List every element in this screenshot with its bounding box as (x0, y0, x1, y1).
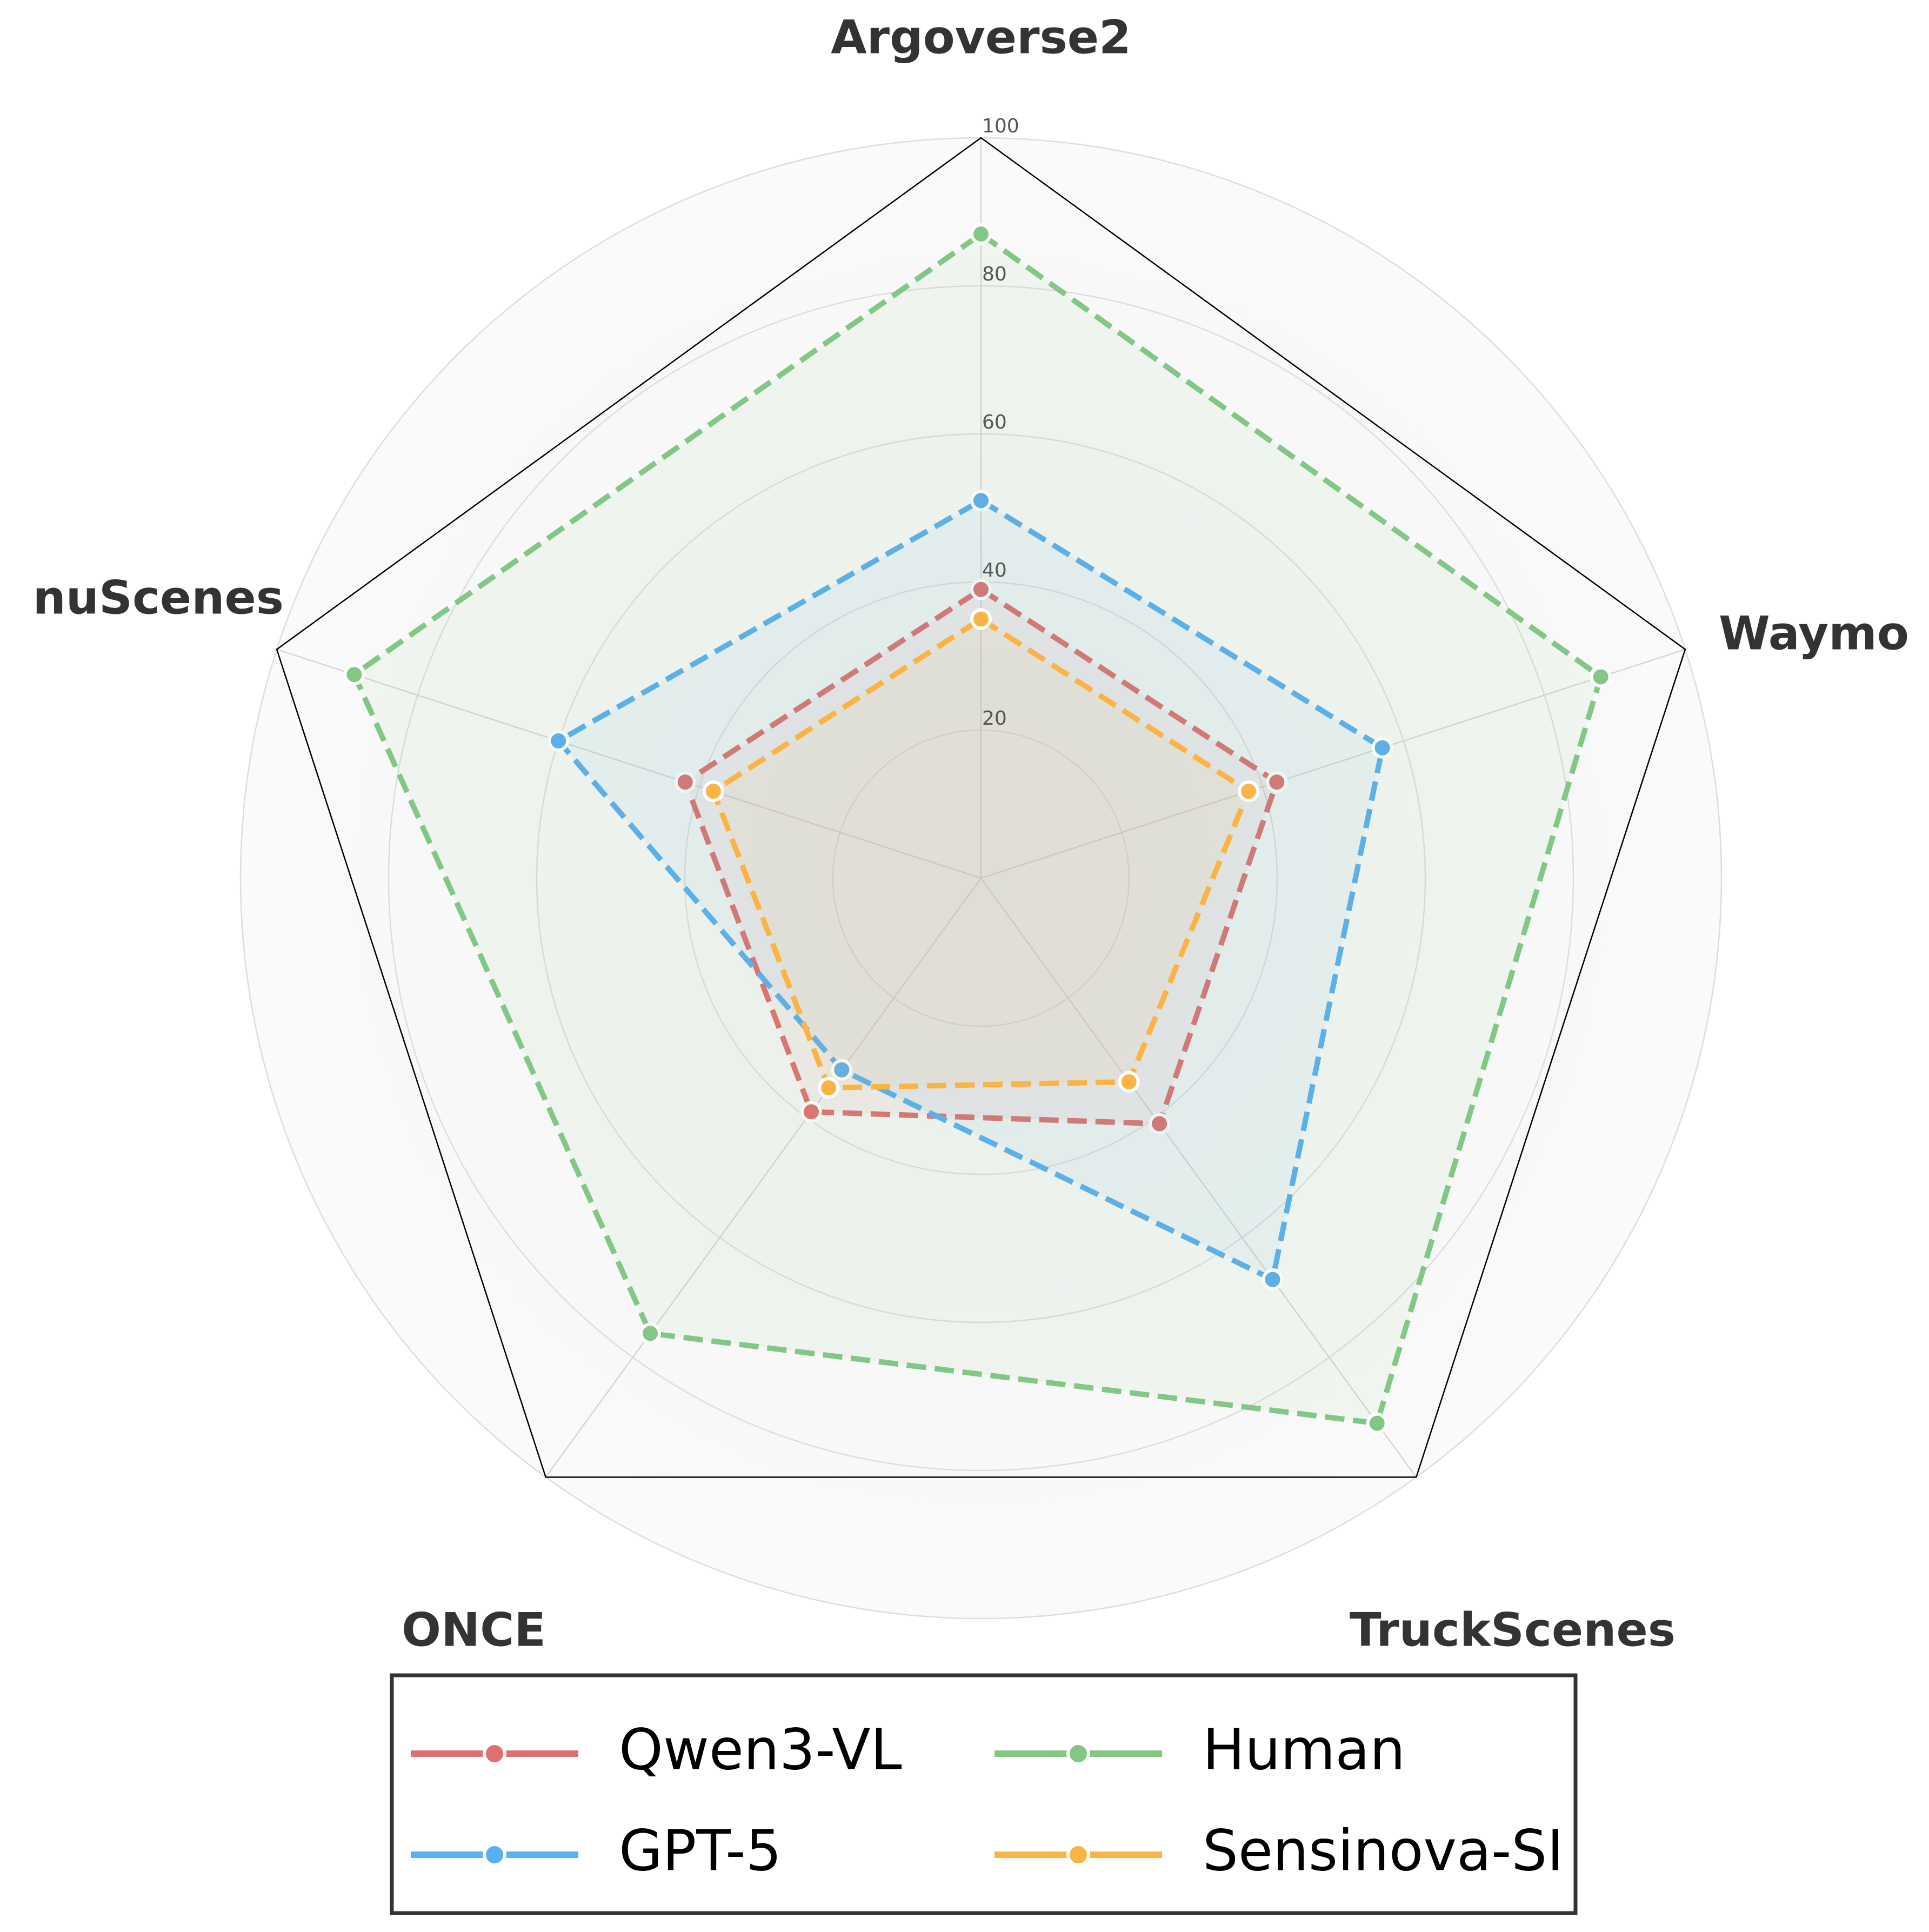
category-label-nuscenes: nuScenes (33, 571, 284, 625)
data-point (970, 608, 992, 630)
series-qwen3-vl (674, 578, 1288, 1135)
data-point (970, 578, 992, 600)
data-point (1266, 771, 1288, 793)
series-fill (713, 619, 1249, 1088)
radial-tick-label: 20 (982, 707, 1007, 730)
legend-box (390, 1673, 1578, 1915)
data-point (1371, 737, 1393, 759)
spoke-line (545, 878, 982, 1478)
series-line (682, 586, 1280, 1127)
spoke-line (980, 878, 1417, 1478)
data-point (674, 771, 696, 793)
radial-tick-label: 80 (982, 263, 1007, 285)
legend-swatch-marker (483, 1742, 506, 1766)
data-point (800, 1101, 822, 1123)
series-line (710, 616, 1252, 1091)
spoke-line (980, 649, 1686, 879)
category-label-truckscenes: TruckScenes (1350, 1603, 1676, 1657)
category-label-once: ONCE (402, 1603, 546, 1657)
legend-swatch-marker (1066, 1843, 1090, 1867)
data-point (702, 780, 724, 803)
data-point (1118, 1071, 1140, 1093)
grid (239, 137, 1723, 1620)
series-sensinova-si (702, 608, 1260, 1099)
legend-item-human: Human (994, 1716, 1405, 1782)
series-line (556, 498, 1385, 1282)
data-point (831, 1059, 853, 1081)
legend-label: GPT-5 (619, 1817, 782, 1883)
data-point (1366, 1412, 1388, 1434)
data-point (970, 223, 992, 245)
radial-tick-label: 40 (982, 559, 1007, 581)
legend-item-qwen3-vl: Qwen3-VL (411, 1716, 902, 1782)
data-point (1590, 666, 1612, 688)
series-layer (343, 223, 1612, 1434)
radial-tick-label: 60 (982, 411, 1007, 433)
legend-label: Sensinova-SI (1203, 1817, 1564, 1883)
legend-swatch-marker (1066, 1742, 1090, 1766)
legend-swatch-marker (483, 1843, 506, 1867)
outer-frame (276, 137, 1686, 1478)
series-gpt-5 (548, 490, 1393, 1291)
legend-label: Qwen3-VL (619, 1716, 902, 1782)
data-point (1238, 780, 1260, 803)
series-fill (354, 234, 1601, 1423)
series-line (351, 231, 1604, 1426)
legend-label: Human (1203, 1716, 1405, 1782)
axis-labels: 20 40 60 80 100 Argoverse2 Waymo TruckScenes ONC… (33, 10, 1909, 1657)
data-point (548, 730, 570, 752)
legend-item-sensinova-si: Sensinova-SI (994, 1817, 1564, 1883)
legend: Qwen3-VL Human GPT-5 Sensinova-SI (390, 1673, 1578, 1915)
legend-item-gpt-5: GPT-5 (411, 1817, 782, 1883)
data-point (818, 1077, 840, 1099)
data-point (639, 1322, 661, 1345)
spoke-line (276, 649, 982, 879)
category-label-argoverse2: Argoverse2 (831, 10, 1131, 64)
series-fill (558, 500, 1383, 1280)
data-point (1261, 1268, 1284, 1291)
data-point (1149, 1113, 1171, 1135)
data-point (970, 490, 992, 512)
series-fill (685, 589, 1277, 1124)
radial-tick-label: 100 (982, 115, 1019, 137)
series-human (343, 223, 1612, 1434)
category-label-waymo: Waymo (1719, 606, 1909, 660)
data-point (343, 664, 365, 686)
